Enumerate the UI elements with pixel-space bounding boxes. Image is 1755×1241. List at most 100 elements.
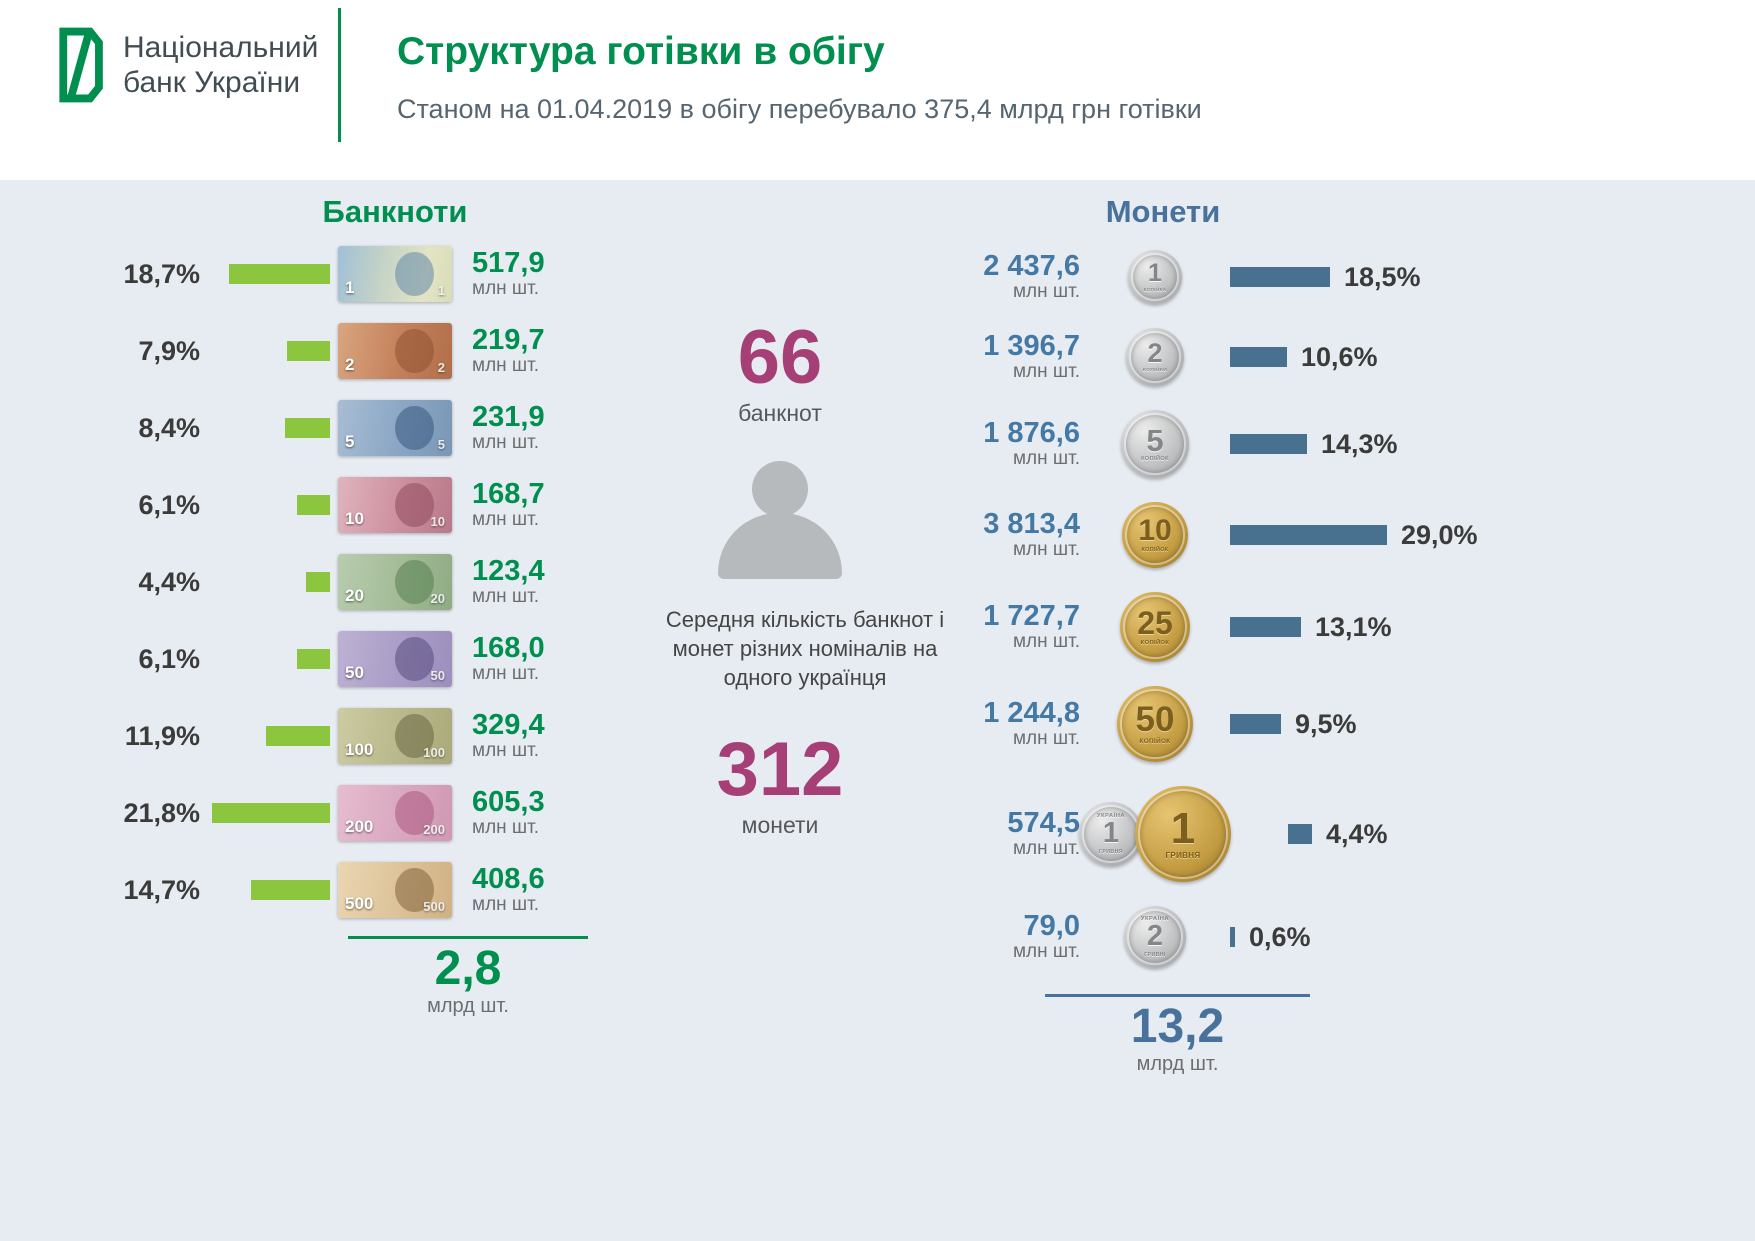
banknote-value-cell: 168,0 млн шт. bbox=[460, 633, 590, 684]
coin-bar-cell: 0,6% bbox=[1230, 922, 1655, 953]
coin-row: 574,5 млн шт. УКРАЇНА 1 ГРИВНЯ 1 ГРИВНЯ 4,4% bbox=[955, 776, 1655, 892]
banknote-unit: млн шт. bbox=[472, 585, 540, 607]
banknote-value-cell: 408,6 млн шт. bbox=[460, 864, 590, 915]
banknote-image: 50 50 bbox=[338, 631, 452, 687]
coins-total-value: 13,2 bbox=[1130, 1000, 1225, 1053]
banknote-unit: млн шт. bbox=[472, 739, 540, 761]
coin-bar-cell: 9,5% bbox=[1230, 709, 1655, 740]
per-capita-caption: Середня кількість банкнот і монет різних… bbox=[665, 607, 945, 691]
banknote-percent: 18,7% bbox=[123, 258, 200, 289]
banknote-bar bbox=[285, 418, 330, 438]
banknote-denomination: 500 bbox=[345, 894, 374, 913]
banknote-value-cell: 123,4 млн шт. bbox=[460, 556, 590, 607]
per-capita-section: 66 банкнот Середня кількість банкнот і м… bbox=[645, 194, 944, 839]
banknote-image-cell: 1 1 bbox=[330, 246, 460, 302]
banknote-bar-cell bbox=[210, 880, 330, 900]
coin-bar bbox=[1230, 434, 1307, 454]
banknotes-total-value: 2,8 bbox=[434, 942, 502, 995]
coin-count: 3 813,4 bbox=[983, 508, 1080, 541]
coin-bar bbox=[1230, 617, 1301, 637]
header: Національний банк України Структура готі… bbox=[0, 0, 1755, 180]
coin-list: 2 437,6 млн шт. 1 копійка 18,5% 1 396,7 м… bbox=[955, 240, 1655, 978]
banknote-percent: 7,9% bbox=[138, 335, 200, 366]
coin-bar bbox=[1230, 927, 1235, 947]
banknote-image-cell: 10 10 bbox=[330, 477, 460, 533]
banknote-percent: 21,8% bbox=[123, 797, 200, 828]
coin-images: 5 копійок bbox=[1080, 410, 1230, 478]
coin-count-cell: 574,5 млн шт. bbox=[955, 808, 1080, 859]
coin-image: 25 копійок bbox=[1120, 592, 1190, 662]
coin-percent: 18,5% bbox=[1344, 261, 1421, 292]
banknote-count: 408,6 bbox=[472, 863, 545, 896]
banknote-denomination-small: 5 bbox=[437, 437, 445, 452]
banknote-percent: 14,7% bbox=[123, 874, 200, 905]
banknote-bar bbox=[297, 495, 330, 515]
banknote-denomination-small: 100 bbox=[423, 745, 445, 760]
coin-unit: млн шт. bbox=[1012, 360, 1080, 382]
banknote-image-cell: 2 2 bbox=[330, 323, 460, 379]
coin-image: УКРАЇНА 2 гривні bbox=[1124, 906, 1186, 968]
coin-unit: млн шт. bbox=[1012, 940, 1080, 962]
banknote-denomination-small: 1 bbox=[437, 283, 445, 298]
banknote-denomination-small: 200 bbox=[423, 822, 445, 837]
banknote-bar-cell bbox=[210, 495, 330, 515]
coin-unit: млн шт. bbox=[1012, 727, 1080, 749]
banknote-row: 4,4% 20 20 123,4 млн шт. bbox=[70, 554, 590, 610]
coin-count-cell: 3 813,4 млн шт. bbox=[955, 509, 1080, 560]
coin-count: 574,5 bbox=[1007, 807, 1080, 840]
banknote-count: 605,3 bbox=[472, 786, 545, 819]
banknote-image-cell: 200 200 bbox=[330, 785, 460, 841]
coin-images: 50 копійок bbox=[1080, 686, 1230, 762]
banknote-image: 10 10 bbox=[338, 477, 452, 533]
coin-row: 79,0 млн шт. УКРАЇНА 2 гривні 0,6% bbox=[955, 896, 1655, 978]
coin-image: УКРАЇНА 1 ГРИВНЯ bbox=[1079, 802, 1143, 866]
coin-percent: 10,6% bbox=[1301, 341, 1378, 372]
banknote-image: 100 100 bbox=[338, 708, 452, 764]
coin-image: 1 копійка bbox=[1128, 250, 1182, 304]
person-silhouette-icon bbox=[715, 461, 845, 579]
banknote-count: 517,9 bbox=[472, 247, 545, 280]
coin-count-cell: 1 244,8 млн шт. bbox=[955, 698, 1080, 749]
coin-percent: 13,1% bbox=[1315, 611, 1392, 642]
banknote-denomination: 100 bbox=[345, 740, 374, 759]
coin-row: 1 396,7 млн шт. 2 копійки 10,6% bbox=[955, 318, 1655, 396]
banknote-row: 6,1% 10 10 168,7 млн шт. bbox=[70, 477, 590, 533]
coin-count: 1 244,8 bbox=[983, 697, 1080, 730]
coin-bar-cell: 4,4% bbox=[1288, 819, 1655, 850]
banknote-denomination-small: 2 bbox=[437, 360, 445, 375]
coin-row: 1 876,6 млн шт. 5 копійок 14,3% bbox=[955, 400, 1655, 488]
banknote-image: 1 1 bbox=[338, 246, 452, 302]
banknote-image-cell: 50 50 bbox=[330, 631, 460, 687]
coin-bar-cell: 10,6% bbox=[1230, 342, 1655, 373]
banknote-row: 21,8% 200 200 605,3 млн шт. bbox=[70, 785, 590, 841]
banknote-count: 219,7 bbox=[472, 324, 545, 357]
coin-bar-cell: 13,1% bbox=[1230, 612, 1655, 643]
coin-row: 3 813,4 млн шт. 10 копійок 29,0% bbox=[955, 492, 1655, 578]
banknote-unit: млн шт. bbox=[472, 277, 540, 299]
coin-unit: млн шт. bbox=[1012, 538, 1080, 560]
coin-unit: млн шт. bbox=[1012, 447, 1080, 469]
banknote-denomination: 200 bbox=[345, 817, 374, 836]
coin-row: 1 727,7 млн шт. 25 копійок 13,1% bbox=[955, 582, 1655, 672]
banknote-percent: 8,4% bbox=[138, 412, 200, 443]
banknote-count: 168,7 bbox=[472, 478, 545, 511]
banknote-row: 18,7% 1 1 517,9 млн шт. bbox=[70, 246, 590, 302]
banknote-percent: 11,9% bbox=[124, 720, 200, 751]
coin-images: 25 копійок bbox=[1080, 592, 1230, 662]
coin-count-cell: 2 437,6 млн шт. bbox=[955, 251, 1080, 302]
banknote-percent: 6,1% bbox=[138, 643, 200, 674]
banknote-image: 200 200 bbox=[338, 785, 452, 841]
banknote-denomination: 20 bbox=[345, 586, 364, 605]
banknote-denomination: 5 bbox=[345, 432, 355, 451]
banknote-unit: млн шт. bbox=[472, 354, 540, 376]
coin-image: 10 копійок bbox=[1122, 502, 1188, 568]
banknote-denomination: 10 bbox=[345, 509, 364, 528]
coin-percent: 9,5% bbox=[1295, 708, 1357, 739]
banknote-count: 231,9 bbox=[472, 401, 545, 434]
banknote-image-cell: 5 5 bbox=[330, 400, 460, 456]
coin-count: 1 876,6 bbox=[983, 417, 1080, 450]
coin-bar bbox=[1230, 714, 1281, 734]
coin-row: 2 437,6 млн шт. 1 копійка 18,5% bbox=[955, 240, 1655, 314]
nbu-logo-line2: банк України bbox=[123, 66, 301, 99]
